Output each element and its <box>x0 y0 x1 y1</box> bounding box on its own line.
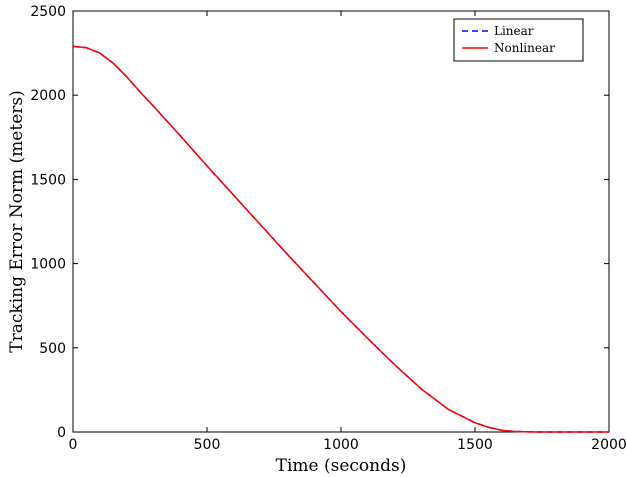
axis-ticks <box>72 10 610 433</box>
x-tick-label-0: 0 <box>69 437 78 453</box>
y-tick-label-4: 2000 <box>30 88 66 104</box>
legend-label-linear: Linear <box>494 24 534 38</box>
y-axis-title: Tracking Error Norm (meters) <box>7 90 27 352</box>
plot-area-border <box>72 10 610 433</box>
plot-frame <box>72 10 610 433</box>
legend-label-nonlinear: Nonlinear <box>494 41 555 55</box>
legend-box <box>453 18 584 62</box>
x-tick-label-1: 500 <box>194 437 221 453</box>
x-tick-label-4: 2000 <box>591 437 626 453</box>
series-line-nonlinear <box>72 45 609 433</box>
x-axis-title: Time (seconds) <box>276 456 407 476</box>
series-line-linear <box>72 45 609 433</box>
y-tick-label-1: 500 <box>39 341 66 357</box>
x-tick-label-3: 1500 <box>457 437 493 453</box>
y-tick-label-3: 1500 <box>30 172 66 188</box>
y-tick-label-2: 1000 <box>30 257 66 273</box>
y-tick-label-5: 2500 <box>30 4 66 20</box>
legend: Linear Nonlinear <box>453 18 584 62</box>
x-tick-label-2: 1000 <box>323 437 359 453</box>
series-lines <box>72 45 609 433</box>
tick-labels: 0 500 1000 1500 2000 0 500 1000 1500 2000 2500 <box>30 4 626 453</box>
y-tick-label-0: 0 <box>57 425 66 441</box>
